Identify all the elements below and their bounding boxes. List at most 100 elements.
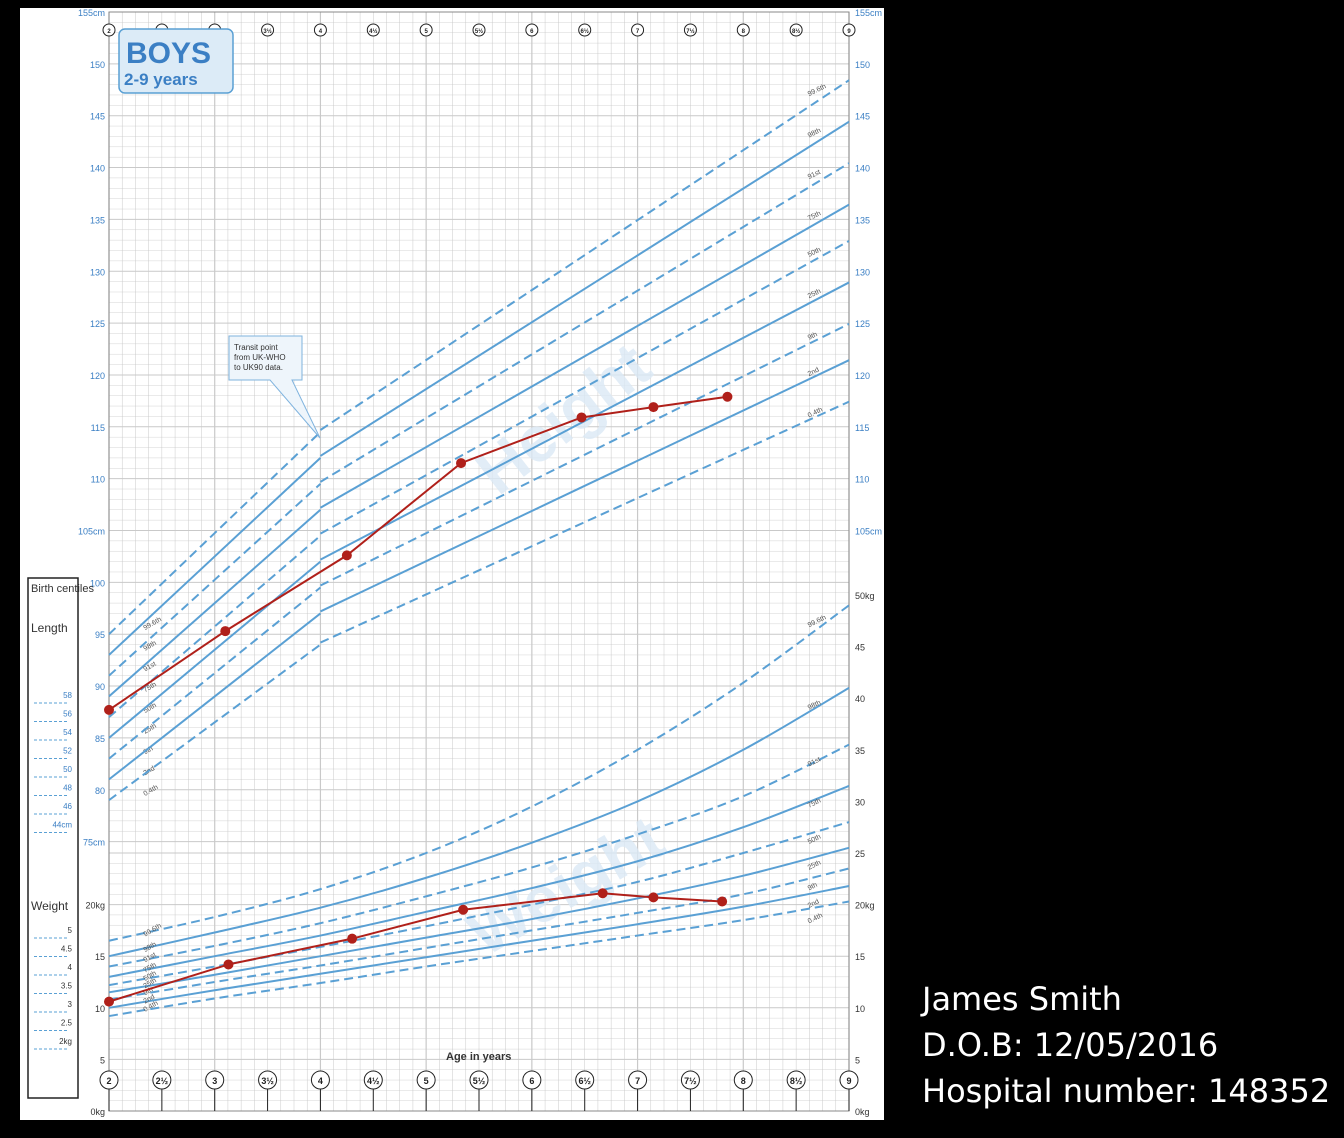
- height-centile-2nd-uk90: [319, 359, 850, 613]
- patient-height-point: [648, 402, 659, 413]
- birth-length-label: Length: [31, 621, 68, 635]
- x-axis-tick: 8: [742, 29, 746, 35]
- birth-length-tick: 46: [63, 802, 72, 811]
- weight-centile-91st: [108, 743, 850, 968]
- weight-centile-label: 2nd: [807, 898, 821, 909]
- patient-height-point: [456, 458, 467, 469]
- height-centile-start-label: 91st: [143, 661, 158, 674]
- patient-weight-line: [108, 892, 723, 1003]
- weight-axis-tick-left: 20kg: [85, 901, 105, 911]
- height-centile-label: 2nd: [807, 367, 821, 378]
- x-axis-tick: 9: [847, 29, 851, 35]
- birth-length-tick: 44cm: [52, 821, 72, 830]
- birth-length-tick: 56: [63, 710, 72, 719]
- birth-length-tick: 50: [63, 765, 72, 774]
- x-axis-tick: 3½: [261, 1076, 274, 1086]
- weight-axis-tick-right: 5: [855, 1055, 860, 1065]
- x-axis-tick: 8½: [790, 1076, 803, 1086]
- patient-weight-point: [104, 996, 114, 1007]
- height-axis-tick-left: 110: [91, 475, 105, 485]
- x-axis-tick: 4½: [367, 1076, 380, 1086]
- patient-hospital-number: Hospital number: 148352: [922, 1072, 1331, 1110]
- axis-labels: Age in years: [446, 1051, 511, 1063]
- weight-axis-tick-left: 15: [95, 952, 105, 962]
- weight-axis-tick-left: 5: [100, 1055, 105, 1065]
- height-axis-tick-left: 130: [90, 267, 105, 277]
- x-axis-label: Age in years: [446, 1051, 511, 1063]
- patient-weight-point: [717, 896, 728, 907]
- weight-axis-tick-right: 10: [855, 1004, 865, 1014]
- weight-centile-2nd: [108, 885, 850, 1009]
- x-axis-tick: 5: [424, 1076, 429, 1086]
- height-axis-tick-left: 80: [95, 786, 105, 796]
- x-axis-tick: 4: [319, 29, 323, 35]
- age-marker: [313, 23, 327, 37]
- height-axis-tick-left: 75cm: [83, 838, 105, 848]
- height-centile-start-label: 9th: [143, 745, 155, 756]
- age-marker: [578, 23, 592, 37]
- height-axis-tick-right: 135: [855, 215, 870, 225]
- height-axis-tick-left: 125: [90, 319, 105, 329]
- weight-axis-tick-right: 20kg: [855, 901, 875, 911]
- height-axis-tick-right: 155cm: [855, 8, 882, 18]
- patient-weight-point: [597, 888, 608, 899]
- age-marker: [789, 23, 803, 37]
- height-axis-tick-right: 140: [855, 164, 870, 174]
- x-axis-tick: 7: [636, 29, 640, 35]
- weight-centile-label: 9th: [807, 882, 819, 893]
- age-marker: [842, 23, 856, 37]
- weight-axis-tick-right: 15: [855, 952, 865, 962]
- weight-centile-9th: [108, 867, 850, 1001]
- height-centile-2nd: [108, 612, 322, 781]
- x-axis-tick: 6½: [578, 1076, 591, 1086]
- height-centile-98th-uk90: [319, 120, 850, 457]
- growth-chart-svg: Height Weight 99.6th 99.6th 98th 98th 91st 91s…: [27, 8, 882, 1117]
- age-marker: [102, 23, 116, 37]
- weight-centile-99.6th: [108, 604, 850, 942]
- growth-chart: Height Weight 99.6th 99.6th 98th 98th 91st 91s…: [20, 8, 884, 1120]
- weight-centile-0.4th: [108, 900, 850, 1018]
- height-axis-tick-right: 145: [855, 112, 870, 122]
- birth-weight-label: Weight: [31, 899, 69, 913]
- x-axis-tick: 9: [846, 1076, 851, 1086]
- x-axis-tick: 4½: [369, 28, 377, 35]
- age-marker: [631, 23, 645, 37]
- chart-title-box: BOYS 2-9 years: [118, 28, 234, 94]
- patient-height-point: [104, 704, 114, 715]
- chart-title: BOYS: [126, 37, 211, 70]
- age-marker: [683, 23, 697, 37]
- patient-weight-point: [648, 892, 659, 903]
- patient-height-line: [108, 395, 728, 711]
- x-axis-tick: 2½: [156, 1076, 169, 1086]
- patient-height-point: [576, 412, 587, 423]
- birth-length-tick: 52: [63, 747, 72, 756]
- birth-length-tick: 48: [63, 784, 72, 793]
- height-centile-75th: [108, 509, 322, 698]
- birth-weight-tick: 4.5: [61, 945, 73, 954]
- height-axis-tick-left: 135: [90, 215, 105, 225]
- height-axis-tick-left: 90: [95, 682, 105, 692]
- birth-centiles-box: [27, 577, 79, 1099]
- height-centile-start-label: 98th: [143, 640, 158, 653]
- height-axis-tick-left: 145: [90, 112, 105, 122]
- patient-plot: [104, 391, 733, 1007]
- height-centile-91st: [108, 483, 322, 677]
- transit-annotation-text: from UK-WHO: [234, 353, 286, 362]
- height-axis-tick-right: 115: [855, 423, 869, 433]
- age-marker: [525, 23, 539, 37]
- weight-axis-tick-right: 35: [855, 746, 865, 756]
- weight-axis-tick-right: 0kg: [855, 1107, 870, 1117]
- age-marker: [472, 23, 486, 37]
- height-axis-tick-left: 155cm: [78, 8, 105, 18]
- birth-weight-tick: 5: [68, 926, 73, 935]
- weight-axis-tick-right: 45: [855, 643, 865, 653]
- weight-centile-75th: [108, 784, 850, 978]
- weight-axis-tick-left: 0kg: [90, 1107, 105, 1117]
- height-centile-start-label: 0.4th: [143, 784, 160, 798]
- height-axis-tick-left: 115: [91, 423, 105, 433]
- height-axis-tick-left: 100: [90, 578, 105, 588]
- height-centile-0.4th: [108, 643, 322, 801]
- x-axis-tick: 2: [106, 1076, 111, 1086]
- height-centile-9th-uk90: [319, 323, 850, 587]
